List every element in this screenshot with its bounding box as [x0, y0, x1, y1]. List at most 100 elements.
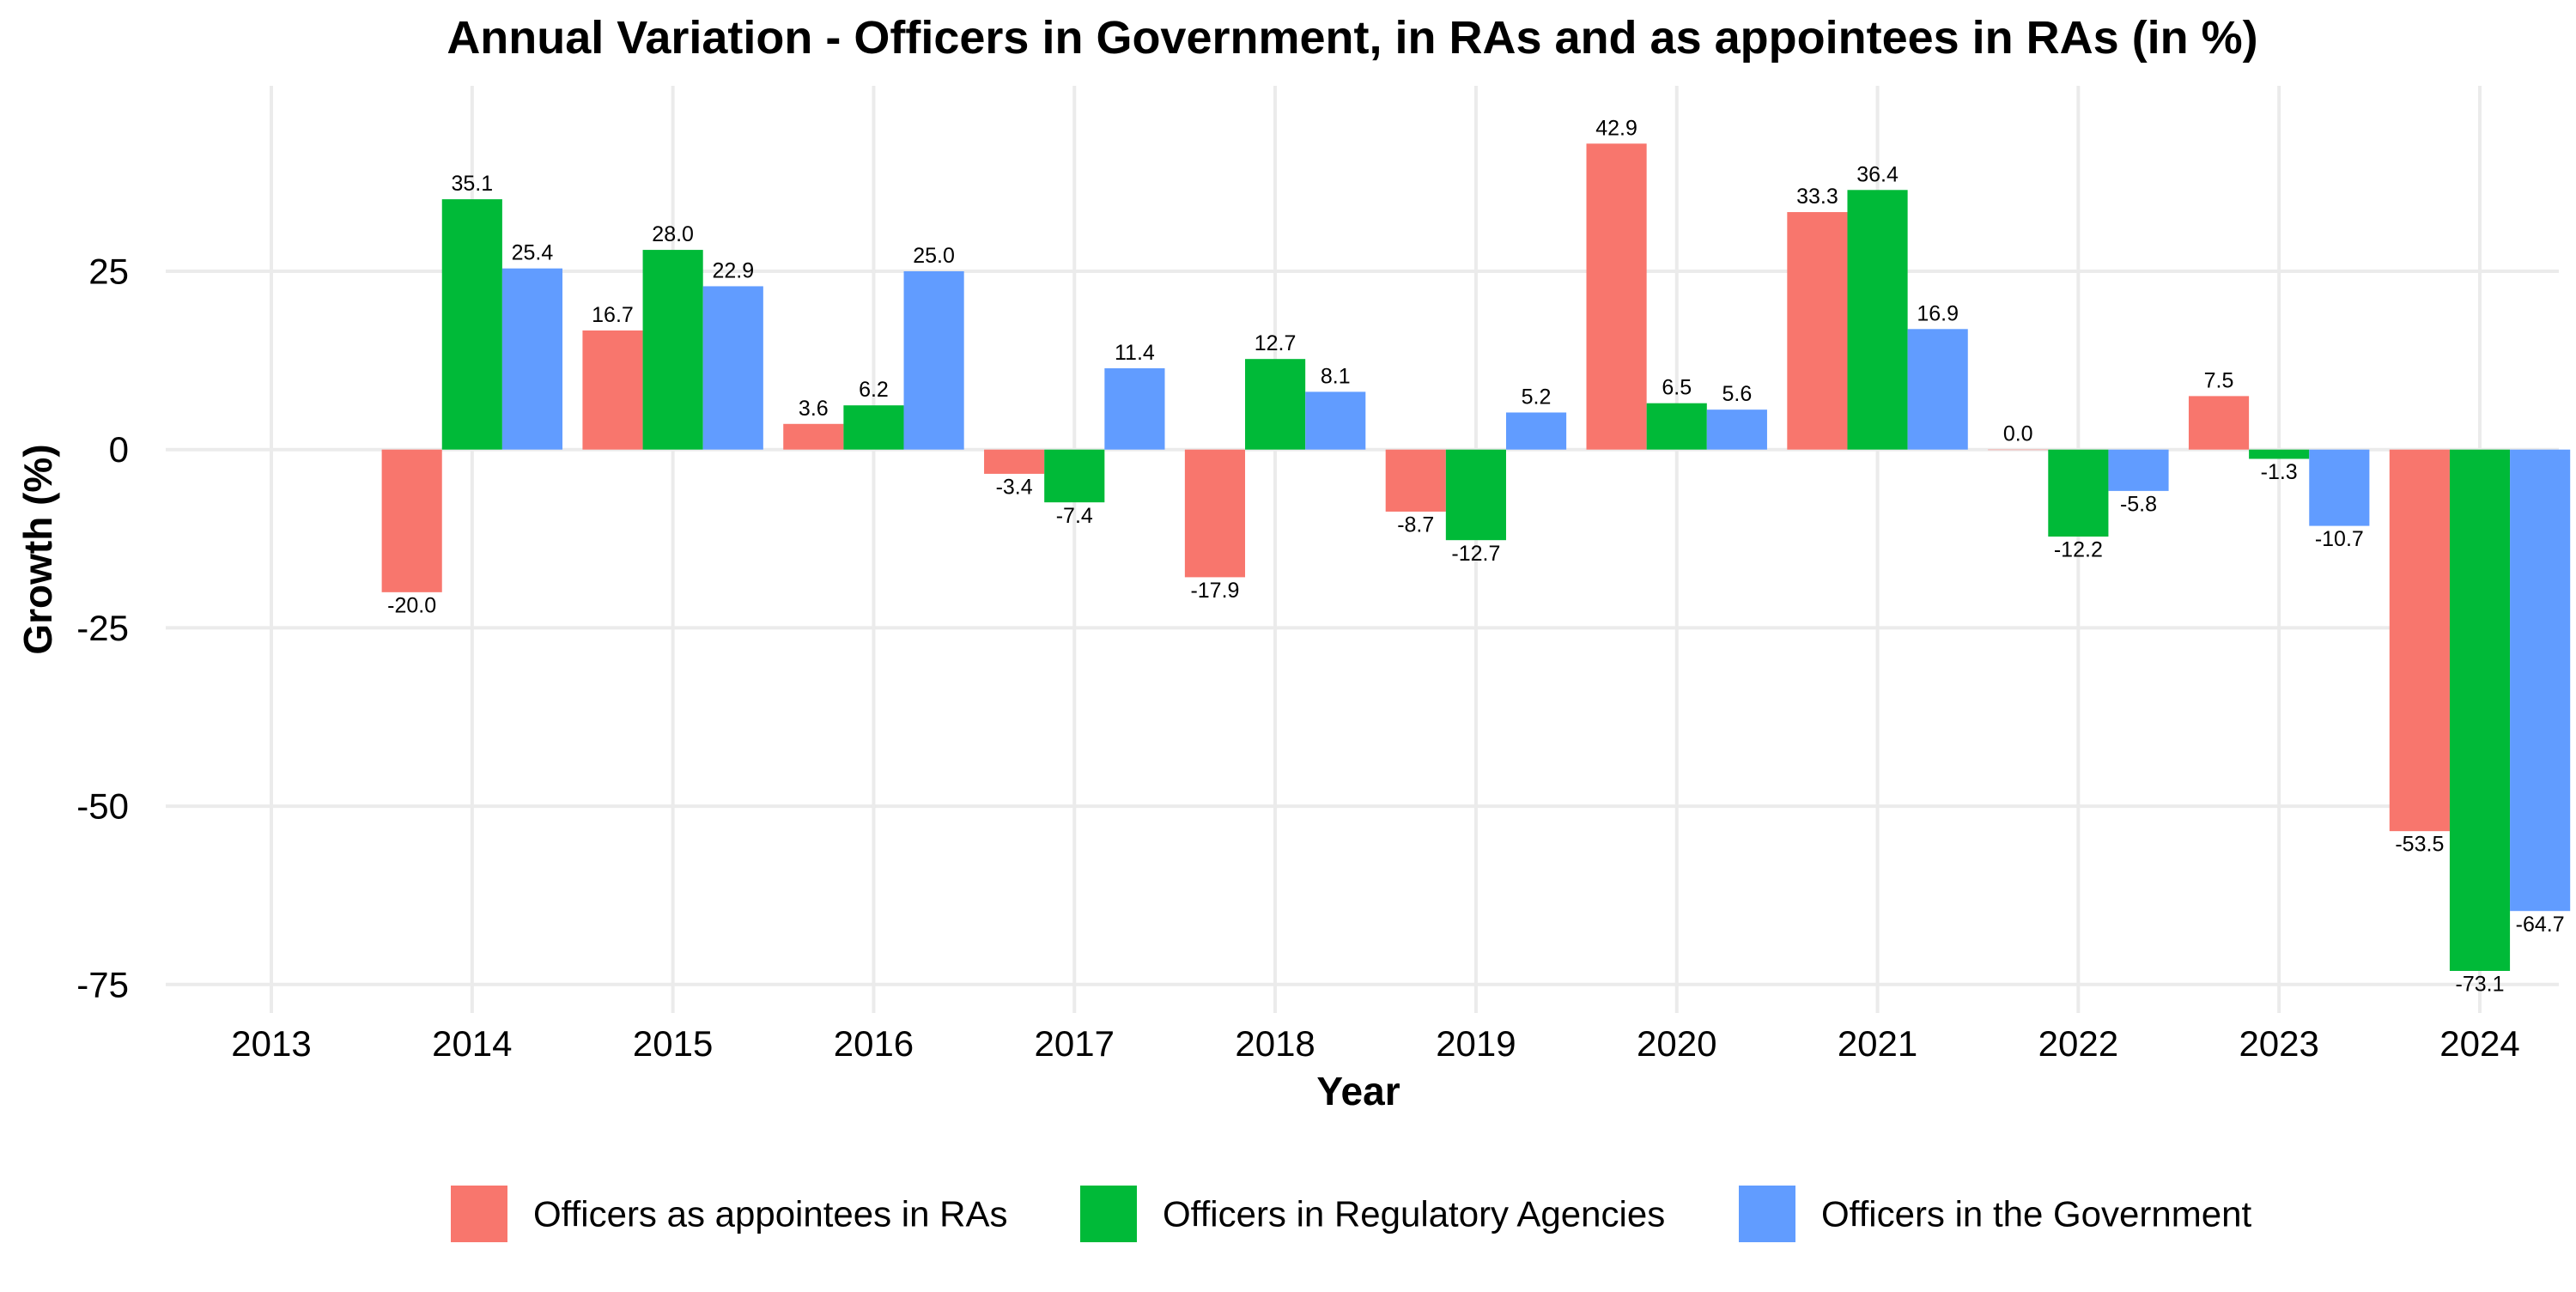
bar	[501, 268, 563, 450]
x-tick-label: 2021	[1838, 1023, 1917, 1064]
bar-value-label: -3.4	[996, 476, 1033, 500]
bar	[2048, 449, 2109, 537]
y-tick-label: -75	[76, 964, 129, 1004]
bar-value-label: 28.0	[652, 222, 694, 246]
data-labels: -20.0 16.7 3.6 -3.4 -17.9 -8.7 42.9 33.3 0.0 7.5 -…	[387, 116, 2564, 996]
bar-value-label: 35.1	[451, 172, 493, 196]
bar	[2309, 449, 2370, 526]
bar-value-label: 33.3	[1796, 185, 1838, 209]
bar	[2510, 449, 2571, 912]
legend-label: Officers in Regulatory Agencies	[1163, 1194, 1665, 1234]
x-tick-label: 2015	[633, 1023, 713, 1064]
bar	[984, 449, 1045, 474]
legend-label: Officers in the Government	[1821, 1194, 2251, 1234]
bar	[1385, 449, 1446, 512]
legend-item: Officers in the Government	[1739, 1186, 2251, 1242]
bar	[2108, 449, 2169, 491]
bar	[1847, 190, 1908, 450]
legend-swatch	[1080, 1186, 1137, 1242]
bar-value-label: 16.9	[1917, 301, 1959, 325]
bar-value-label: -53.5	[2395, 833, 2444, 857]
chart-title: Annual Variation - Officers in Governmen…	[447, 12, 2257, 64]
x-axis-ticks: 2013 2014 2015 2016 2017 2018 2019 2020 2021 2022…	[231, 1023, 2519, 1064]
bar	[1706, 409, 1767, 450]
bar	[843, 405, 904, 450]
bar-value-label: 25.0	[913, 244, 955, 268]
bar	[2249, 449, 2310, 459]
bar	[1907, 329, 1968, 450]
bar-value-label: -1.3	[2261, 460, 2298, 484]
bar-value-label: 6.2	[859, 378, 889, 402]
bar	[903, 271, 964, 450]
bar-value-label: 3.6	[799, 397, 829, 421]
x-axis-title: Year	[1316, 1069, 1400, 1113]
bar-value-label: 0.0	[2003, 422, 2033, 446]
y-tick-label: -25	[76, 608, 129, 648]
bar-value-label: 22.9	[712, 258, 754, 282]
y-tick-label: -50	[76, 786, 129, 827]
bar	[1586, 143, 1647, 450]
bar	[1445, 449, 1506, 541]
bar-value-label: -12.7	[1451, 542, 1500, 566]
legend: Officers as appointees in RAs Officers in…	[451, 1186, 2251, 1242]
bar	[441, 199, 502, 450]
bar	[1646, 403, 1707, 450]
bar-value-label: -73.1	[2456, 973, 2505, 997]
bar	[1245, 359, 1306, 450]
bar-value-label: -7.4	[1056, 504, 1093, 528]
bar-value-label: 5.6	[1722, 382, 1752, 406]
bar-value-label: 8.1	[1321, 364, 1351, 388]
x-tick-label: 2017	[1035, 1023, 1115, 1064]
x-tick-label: 2019	[1436, 1023, 1516, 1064]
bar	[1305, 391, 1366, 450]
bar	[1505, 412, 1567, 450]
y-axis-title: Growth (%)	[15, 444, 60, 654]
x-tick-label: 2022	[2038, 1023, 2118, 1064]
y-axis-ticks: 25 0 -25 -50 -75	[76, 252, 129, 1005]
bar	[1104, 367, 1165, 450]
bar-value-label: -5.8	[2120, 492, 2157, 516]
bar-value-label: 25.4	[512, 241, 554, 265]
legend-item: Officers as appointees in RAs	[451, 1186, 1008, 1242]
bar	[1044, 449, 1105, 503]
x-tick-label: 2020	[1637, 1023, 1716, 1064]
gridlines	[166, 86, 2559, 1013]
bar	[2188, 396, 2250, 450]
legend-label: Officers as appointees in RAs	[533, 1194, 1008, 1234]
x-tick-label: 2014	[432, 1023, 512, 1064]
bar	[1184, 449, 1246, 578]
bar	[1787, 212, 1848, 450]
bar	[783, 423, 844, 450]
bar-value-label: 16.7	[592, 303, 634, 327]
bar	[2449, 449, 2511, 971]
bars	[381, 143, 2571, 971]
bar-value-label: -64.7	[2516, 913, 2565, 937]
bar	[1988, 449, 2049, 451]
x-tick-label: 2016	[834, 1023, 914, 1064]
bar-value-label: 5.2	[1522, 385, 1552, 409]
legend-item: Officers in Regulatory Agencies	[1080, 1186, 1665, 1242]
bar-value-label: 12.7	[1255, 331, 1297, 355]
bar-value-label: -17.9	[1190, 579, 1239, 603]
y-tick-label: 25	[88, 252, 129, 292]
bar	[642, 250, 703, 450]
bar	[2389, 449, 2450, 832]
bar-value-label: 36.4	[1856, 162, 1899, 186]
legend-swatch	[451, 1186, 507, 1242]
bar-value-label: 11.4	[1115, 341, 1155, 365]
x-tick-label: 2013	[231, 1023, 311, 1064]
x-tick-label: 2023	[2239, 1023, 2318, 1064]
y-tick-label: 0	[109, 429, 129, 470]
bar	[702, 286, 763, 450]
bar-value-label: 7.5	[2204, 368, 2234, 392]
x-tick-label: 2018	[1235, 1023, 1315, 1064]
bar-value-label: 42.9	[1595, 116, 1637, 140]
bar-value-label: -20.0	[387, 593, 436, 617]
bar	[582, 330, 643, 450]
bar-value-label: -8.7	[1397, 513, 1434, 537]
bar-value-label: 6.5	[1662, 376, 1692, 400]
bar-value-label: -10.7	[2315, 527, 2364, 551]
x-tick-label: 2024	[2439, 1023, 2519, 1064]
